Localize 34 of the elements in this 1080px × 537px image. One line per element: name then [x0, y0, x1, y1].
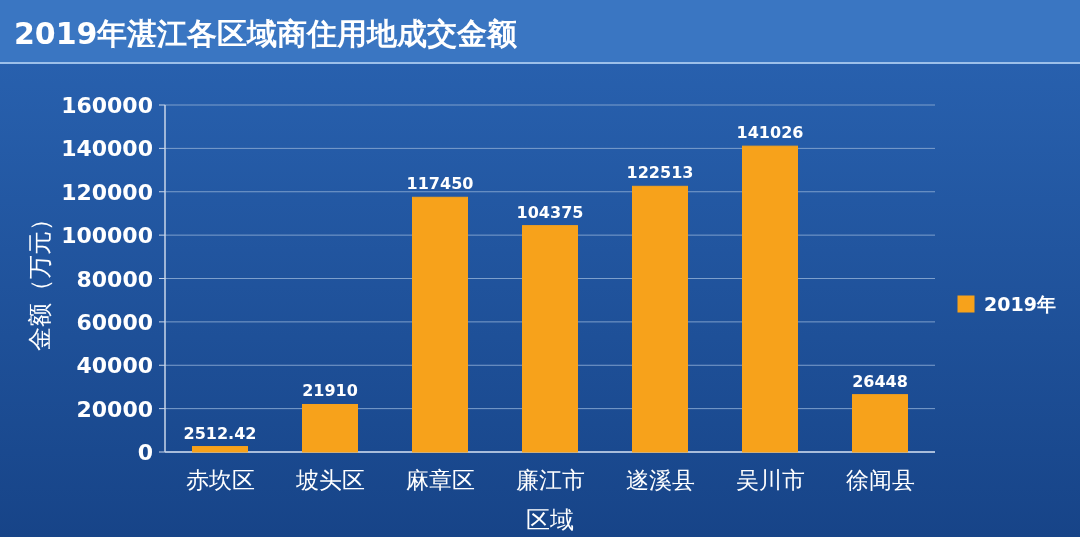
bar — [522, 225, 578, 453]
data-label: 117450 — [406, 174, 474, 194]
y-tick-label: 140000 — [61, 136, 153, 162]
x-tick-label: 麻章区 — [405, 467, 475, 493]
data-label: 141026 — [736, 123, 804, 143]
y-tick-label: 160000 — [61, 93, 153, 118]
data-label: 122513 — [626, 163, 694, 183]
y-tick-label: 0 — [137, 440, 153, 465]
y-axis-title: 金额（万元） — [26, 206, 54, 351]
data-label: 2512.42 — [183, 423, 257, 443]
y-tick-label: 120000 — [61, 179, 153, 205]
x-tick-label: 坡头区 — [294, 467, 365, 493]
bar — [632, 185, 688, 453]
bar — [302, 403, 358, 453]
x-tick-label: 徐闻县 — [845, 467, 915, 493]
data-label: 26448 — [852, 371, 908, 391]
bar — [412, 196, 468, 453]
bar — [742, 145, 798, 453]
x-tick-label: 遂溪县 — [625, 467, 695, 493]
chart-title: 2019年湛江各区域商住用地成交金额 — [14, 16, 518, 51]
bar — [852, 394, 908, 453]
x-tick-label: 廉江市 — [515, 467, 585, 493]
x-tick-label: 赤坎区 — [185, 467, 255, 493]
x-tick-label: 吴川市 — [735, 467, 805, 493]
legend-label: 2019年 — [984, 293, 1056, 315]
x-axis-title: 区域 — [526, 506, 574, 534]
y-tick-label: 60000 — [76, 309, 153, 335]
y-tick-label: 40000 — [76, 353, 153, 379]
data-label: 21910 — [302, 381, 358, 401]
data-label: 104375 — [516, 202, 584, 222]
y-tick-label: 100000 — [61, 223, 153, 249]
bar — [192, 446, 248, 453]
y-tick-label: 20000 — [76, 396, 153, 422]
y-tick-label: 80000 — [76, 266, 153, 292]
